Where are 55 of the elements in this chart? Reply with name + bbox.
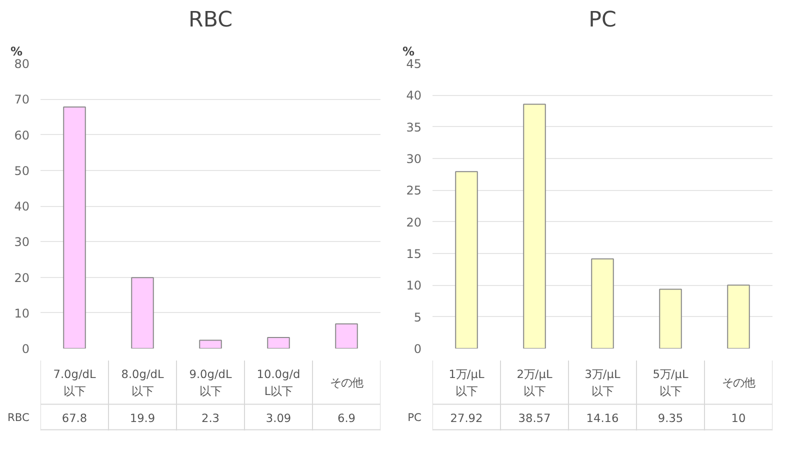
y-tick-label: 5 bbox=[414, 310, 422, 324]
data-label: 27.92 bbox=[450, 410, 483, 425]
bar bbox=[63, 106, 86, 348]
y-tick-label: 35 bbox=[406, 120, 422, 134]
y-axis-title: % bbox=[10, 44, 23, 58]
bar bbox=[131, 277, 154, 348]
chart-title: PC bbox=[588, 8, 616, 32]
x-tick-label: 1万/μL以下 bbox=[448, 367, 485, 398]
bar bbox=[523, 104, 546, 348]
bar bbox=[335, 323, 358, 348]
y-tick-label: 10 bbox=[406, 278, 422, 293]
data-label: 67.8 bbox=[62, 410, 88, 425]
y-tick-label: 50 bbox=[14, 164, 30, 178]
y-tick-label: 30 bbox=[14, 235, 30, 250]
data-label: 2.3 bbox=[201, 410, 220, 425]
x-tick-label: 10.0g/dL以下 bbox=[256, 367, 300, 398]
data-label: 38.57 bbox=[518, 410, 551, 425]
bar bbox=[455, 171, 478, 348]
text: PC bbox=[408, 410, 422, 424]
data-label: 19.9 bbox=[130, 410, 156, 425]
x-tick-label: 5万/μL以下 bbox=[652, 367, 689, 398]
y-axis-title: % bbox=[402, 44, 415, 58]
bar bbox=[267, 336, 290, 348]
x-tick-label: その他 bbox=[330, 376, 363, 390]
y-tick-label: 40 bbox=[14, 200, 30, 214]
bar bbox=[591, 258, 614, 348]
data-label: 9.35 bbox=[658, 410, 684, 425]
y-tick-label: 20 bbox=[406, 215, 422, 230]
bar bbox=[659, 288, 682, 348]
x-tick-label: 8.0g/dL以下 bbox=[121, 367, 164, 398]
x-tick-label: その他 bbox=[722, 376, 755, 390]
data-label: 14.16 bbox=[586, 410, 619, 425]
x-tick-label: 9.0g/dL以下 bbox=[189, 367, 232, 398]
x-tick-label: 3万/μL以下 bbox=[584, 367, 621, 398]
y-tick-label: 80 bbox=[14, 57, 30, 71]
y-tick-label: 25 bbox=[406, 184, 422, 198]
data-label: 3.09 bbox=[266, 410, 292, 425]
y-tick-label: 70 bbox=[14, 92, 30, 107]
bar bbox=[727, 284, 750, 348]
bar bbox=[199, 340, 222, 348]
y-tick-label: 0 bbox=[414, 342, 422, 356]
data-label: 10 bbox=[731, 410, 746, 425]
y-tick-label: 45 bbox=[406, 57, 422, 71]
y-tick-label: 60 bbox=[14, 128, 30, 142]
y-tick-label: 30 bbox=[406, 152, 422, 166]
y-tick-label: 15 bbox=[406, 247, 422, 261]
y-tick-label: 20 bbox=[14, 270, 30, 285]
chart-title: RBC bbox=[188, 8, 232, 32]
text: RBC bbox=[8, 410, 30, 424]
x-tick-label: 2万/μL以下 bbox=[516, 367, 553, 398]
y-tick-label: 40 bbox=[406, 88, 422, 103]
y-tick-label: 0 bbox=[22, 342, 30, 356]
data-label: 6.9 bbox=[337, 410, 356, 425]
y-tick-label: 10 bbox=[14, 306, 30, 320]
x-tick-label: 7.0g/dL以下 bbox=[53, 367, 96, 398]
